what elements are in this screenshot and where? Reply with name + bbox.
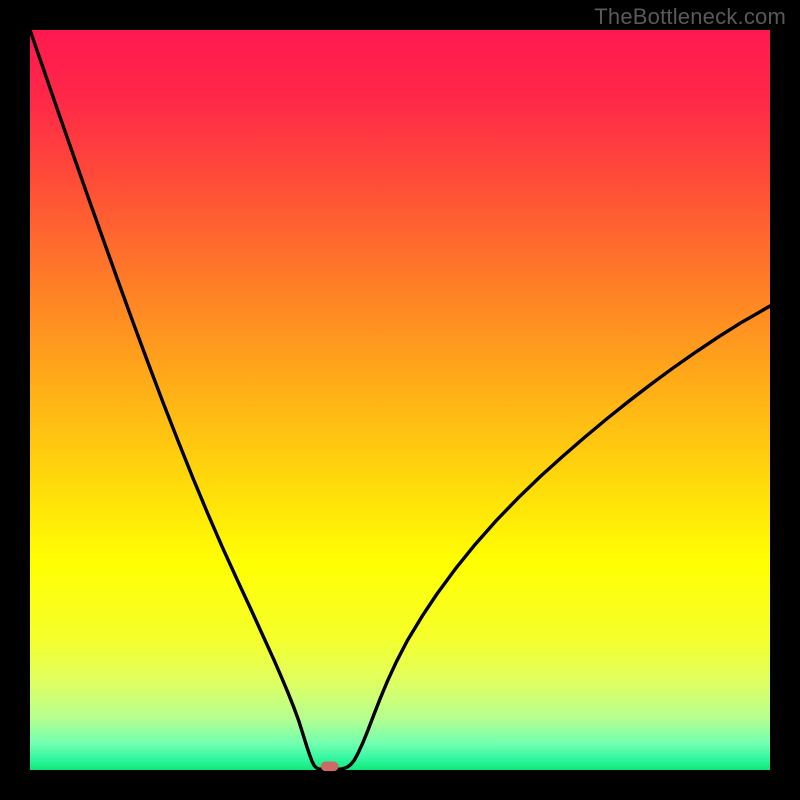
watermark-label: TheBottleneck.com xyxy=(594,4,786,30)
bottleneck-curve-chart xyxy=(0,0,800,800)
optimum-marker xyxy=(321,761,339,771)
chart-background-gradient xyxy=(30,30,770,770)
chart-frame: TheBottleneck.com xyxy=(0,0,800,800)
